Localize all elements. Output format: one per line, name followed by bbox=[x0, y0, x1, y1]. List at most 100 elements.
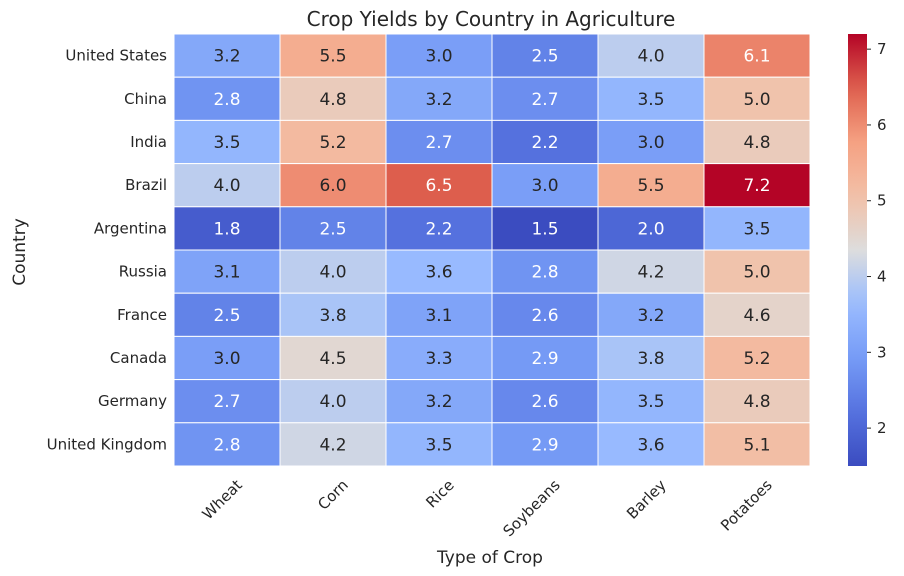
row-tick-label: Canada bbox=[110, 349, 167, 367]
row-tick-label: United Kingdom bbox=[47, 435, 167, 453]
row-tick-labels: United States China India Brazil Argentina Ru… bbox=[47, 47, 168, 454]
cell-value-label: 7.2 bbox=[743, 176, 770, 196]
heatmap-cell bbox=[279, 33, 387, 78]
cell-value-label: 3.1 bbox=[425, 306, 452, 326]
y-axis-label: Country bbox=[10, 218, 30, 286]
heatmap-cells: 3.2 5.5 3.0 2.5 4.0 6.1 2.8 4.8 3.2 2.7 3.5 5.0 3.5 5… bbox=[173, 33, 811, 467]
column-tick-label: Corn bbox=[314, 476, 352, 514]
column-tick-label: Soybeans bbox=[500, 476, 564, 540]
cell-value-label: 3.0 bbox=[425, 47, 452, 67]
heatmap-cell bbox=[491, 335, 599, 381]
heatmap-cell bbox=[597, 379, 705, 424]
heatmap-cell bbox=[703, 422, 811, 467]
heatmap-cell bbox=[703, 163, 811, 208]
cell-value-label: 4.0 bbox=[319, 263, 346, 283]
heatmap-cell bbox=[491, 206, 599, 251]
row-tick-label: Argentina bbox=[94, 219, 167, 237]
column-tick-label: Rice bbox=[422, 476, 457, 511]
cell-value-label: 4.6 bbox=[743, 306, 770, 326]
cell-value-label: 4.0 bbox=[637, 47, 664, 67]
cell-value-label: 2.0 bbox=[637, 219, 664, 239]
heatmap-cell bbox=[173, 206, 281, 251]
cell-value-label: 5.5 bbox=[319, 47, 346, 67]
heatmap-cell bbox=[173, 422, 281, 467]
cell-value-label: 3.3 bbox=[425, 349, 452, 369]
cell-value-label: 3.2 bbox=[425, 90, 452, 110]
heatmap-cell bbox=[703, 76, 811, 121]
heatmap-cell bbox=[385, 422, 493, 467]
heatmap-cell bbox=[703, 206, 811, 251]
colorbar-tick-label: 6 bbox=[877, 116, 887, 134]
cell-value-label: 3.2 bbox=[637, 306, 664, 326]
cell-value-label: 4.0 bbox=[319, 392, 346, 412]
cell-value-label: 3.2 bbox=[425, 392, 452, 412]
cell-value-label: 5.2 bbox=[743, 349, 770, 369]
cell-value-label: 3.0 bbox=[531, 176, 558, 196]
heatmap-cell bbox=[491, 422, 599, 467]
cell-value-label: 3.5 bbox=[425, 435, 452, 455]
heatmap-cell bbox=[703, 119, 811, 165]
heatmap-cell bbox=[491, 163, 599, 208]
row-tick-label: India bbox=[130, 133, 167, 151]
chart-title: Crop Yields by Country in Agriculture bbox=[307, 7, 676, 31]
cell-value-label: 4.8 bbox=[743, 392, 770, 412]
cell-value-label: 2.9 bbox=[531, 435, 558, 455]
heatmap-cell bbox=[491, 292, 599, 337]
cell-value-label: 2.6 bbox=[531, 392, 558, 412]
cell-value-label: 4.0 bbox=[213, 176, 240, 196]
cell-value-label: 3.8 bbox=[319, 306, 346, 326]
cell-value-label: 3.0 bbox=[637, 133, 664, 153]
cell-value-label: 2.8 bbox=[531, 263, 558, 283]
column-tick-label: Potatoes bbox=[717, 476, 776, 535]
heatmap-cell bbox=[491, 119, 599, 165]
cell-value-label: 2.6 bbox=[531, 306, 558, 326]
heatmap-cell bbox=[597, 206, 705, 251]
colorbar-ticks: 2 3 4 5 6 7 bbox=[867, 40, 887, 437]
colorbar-tick-label: 2 bbox=[877, 419, 887, 437]
cell-value-label: 5.0 bbox=[743, 90, 770, 110]
heatmap-cell bbox=[597, 163, 705, 208]
heatmap-cell bbox=[173, 292, 281, 337]
x-axis-label: Type of Crop bbox=[436, 548, 543, 568]
heatmap-cell bbox=[279, 119, 387, 165]
colorbar-tick-label: 4 bbox=[877, 268, 887, 286]
heatmap-cell bbox=[703, 249, 811, 294]
column-tick-label: Barley bbox=[623, 476, 670, 523]
cell-value-label: 4.8 bbox=[319, 90, 346, 110]
cell-value-label: 3.0 bbox=[213, 349, 240, 369]
cell-value-label: 1.5 bbox=[531, 219, 558, 239]
cell-value-label: 3.5 bbox=[213, 133, 240, 153]
cell-value-label: 3.6 bbox=[425, 263, 452, 283]
colorbar-tick-label: 3 bbox=[877, 343, 887, 361]
cell-value-label: 5.2 bbox=[319, 133, 346, 153]
column-tick-labels: Wheat Corn Rice Soybeans Barley Potatoes bbox=[199, 476, 776, 540]
cell-value-label: 2.9 bbox=[531, 349, 558, 369]
cell-value-label: 1.8 bbox=[213, 219, 240, 239]
heatmap-cell bbox=[385, 292, 493, 337]
heatmap-cell bbox=[279, 422, 387, 467]
row-tick-label: France bbox=[117, 306, 167, 324]
cell-value-label: 6.1 bbox=[743, 47, 770, 67]
cell-value-label: 2.2 bbox=[531, 133, 558, 153]
cell-value-label: 4.2 bbox=[637, 263, 664, 283]
cell-value-label: 5.1 bbox=[743, 435, 770, 455]
cell-value-label: 3.8 bbox=[637, 349, 664, 369]
colorbar bbox=[848, 34, 867, 466]
colorbar-tick-label: 7 bbox=[877, 40, 887, 58]
heatmap-cell bbox=[597, 119, 705, 165]
heatmap-cell bbox=[703, 292, 811, 337]
cell-value-label: 3.5 bbox=[743, 219, 770, 239]
cell-value-label: 2.7 bbox=[531, 90, 558, 110]
heatmap-cell bbox=[597, 422, 705, 467]
row-tick-label: Brazil bbox=[125, 176, 167, 194]
cell-value-label: 6.0 bbox=[319, 176, 346, 196]
heatmap-cell bbox=[385, 163, 493, 208]
column-tick-label: Wheat bbox=[199, 476, 246, 523]
heatmap-cell bbox=[279, 379, 387, 424]
heatmap-cell bbox=[703, 33, 811, 78]
cell-value-label: 6.5 bbox=[425, 176, 452, 196]
cell-value-label: 2.8 bbox=[213, 435, 240, 455]
colorbar-tick-label: 5 bbox=[877, 192, 887, 210]
cell-value-label: 3.2 bbox=[213, 47, 240, 67]
